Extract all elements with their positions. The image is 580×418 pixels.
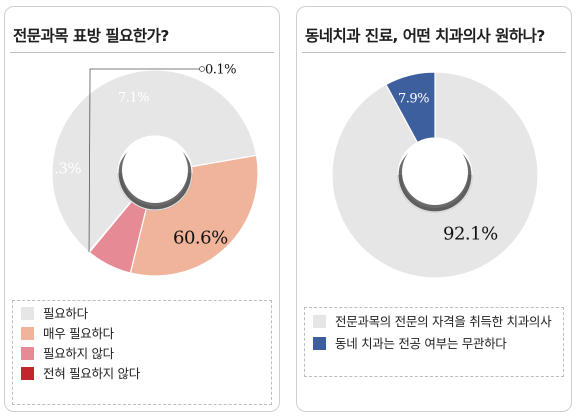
donut-inner-shade [397,175,473,213]
slice-value-label: 7.9% [398,92,429,107]
legend-item: 필요하지 않다 [21,346,263,361]
slice-value-label: 60.6% [173,227,228,248]
left-chart-title: 전문과목 표방 필요한가? [13,27,169,45]
legend-label: 매우 필요하다 [43,326,114,341]
left-title-divider [10,52,274,53]
legend-item: 전문과목의 전문의 자격을 취득한 치과의사 [313,314,555,329]
slice-value-label: 31.3% [36,159,81,177]
slice-value-label: 92.1% [443,223,498,244]
donut-hole [122,137,188,203]
left-chart-panel: 전문과목 표방 필요한가? 60.6% 31.3% 7.1% 0.1% 필요하다 매우… [4,6,280,412]
leader-line [88,68,202,253]
donut-inner-shade [117,173,193,211]
legend-label: 동네 치과는 전공 여부는 무관하다 [335,336,507,351]
slice-value-label: 7.1% [118,91,149,106]
legend-item: 전혀 필요하지 않다 [21,366,263,381]
donut-slice [51,69,258,253]
donut-slice [87,200,133,254]
legend-label: 전혀 필요하지 않다 [43,366,140,381]
legend-swatch [21,327,34,340]
legend-item: 필요하다 [21,306,263,321]
right-chart-title: 동네치과 진료, 어떤 치과의사 원하나? [305,27,545,45]
legend-swatch [313,337,326,350]
legend-label: 필요하다 [43,306,88,321]
donut-slice [385,71,436,144]
slice-value-label: 0.1% [205,63,236,78]
donut-slice [129,154,259,277]
legend-swatch [21,307,34,320]
legend-item: 매우 필요하다 [21,326,263,341]
leader-dot [199,66,205,72]
right-title-divider [302,52,566,53]
left-legend: 필요하다 매우 필요하다 필요하지 않다 전혀 필요하지 않다 [12,300,272,405]
donut-slice [331,71,539,279]
legend-label: 필요하지 않다 [43,346,114,361]
donut-hole [402,139,468,205]
legend-label: 전문과목의 전문의 자격을 취득한 치과의사 [335,314,552,329]
legend-swatch [313,315,326,328]
legend-item: 동네 치과는 전공 여부는 무관하다 [313,336,555,351]
right-legend: 전문과목의 전문의 자격을 취득한 치과의사 동네 치과는 전공 여부는 무관하… [304,307,564,377]
left-donut-chart: 60.6% 31.3% 7.1% 0.1% [36,63,259,277]
right-donut-chart: 92.1% 7.9% [331,71,539,279]
legend-swatch [21,367,34,380]
legend-swatch [21,347,34,360]
right-chart-panel: 동네치과 진료, 어떤 치과의사 원하나? 92.1% 7.9% 전문과목의 전문… [296,6,572,412]
